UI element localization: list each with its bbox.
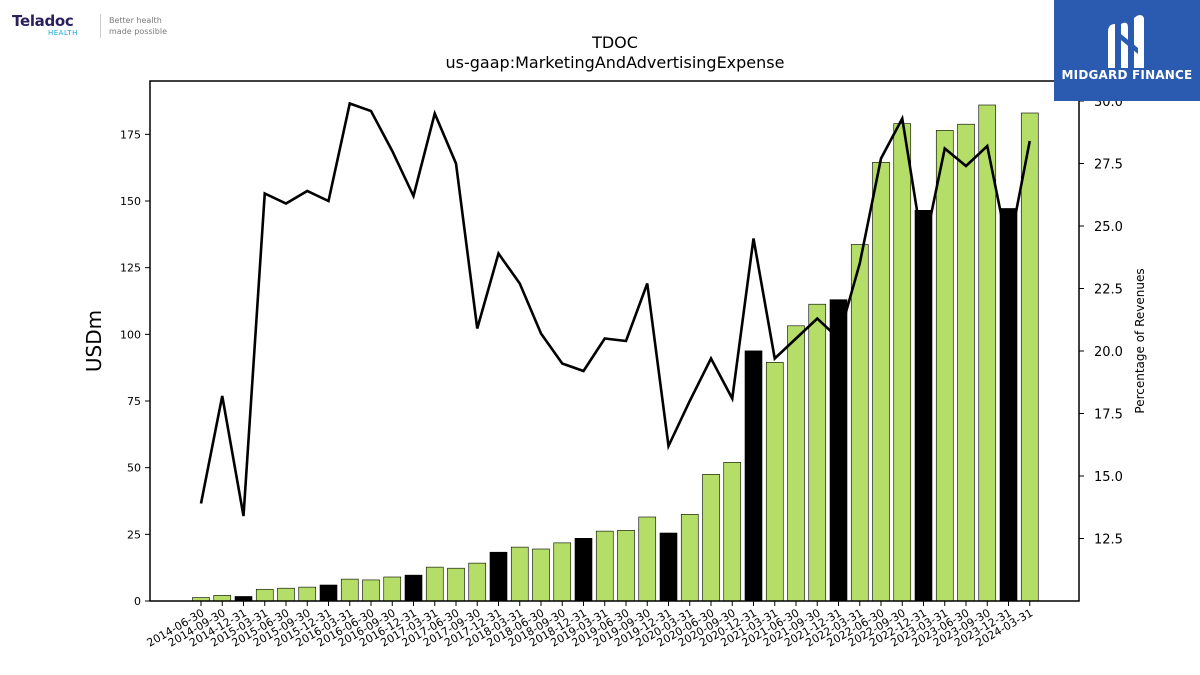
bar-2022-12-31 (914, 210, 933, 602)
bar-2018-06-30 (532, 548, 550, 602)
bar-2015-03-31 (255, 588, 274, 602)
bar-2020-03-31 (680, 514, 699, 602)
logo-divider (100, 14, 101, 38)
chart-title: TDOC (591, 33, 638, 52)
bar-2016-03-31 (340, 578, 359, 602)
bar-2022-09-30 (893, 123, 912, 602)
bar-2020-12-31 (744, 350, 763, 602)
bar-2016-09-30 (383, 576, 402, 602)
bar-2023-03-31 (935, 130, 954, 602)
bar-2022-03-31 (850, 244, 869, 602)
bar-2017-12-31 (489, 551, 508, 602)
bar-2017-03-31 (425, 566, 444, 602)
bar-2023-06-30 (957, 123, 975, 602)
bar-2014-09-30 (213, 595, 232, 602)
line-group (199, 101, 1032, 517)
y2-tick-label: 27.5 (1094, 158, 1123, 173)
y-tick-label: 150 (120, 195, 141, 208)
y2-tick-label: 25.0 (1094, 220, 1123, 235)
y-tick-label: 50 (127, 462, 141, 475)
bar-2019-12-31 (659, 532, 678, 602)
y-tick-label: 175 (120, 128, 141, 141)
y-tick-label: 0 (134, 595, 141, 608)
bar-2019-09-30 (638, 516, 657, 602)
teladoc-logo: Teladoc HEALTH Better health made possib… (12, 12, 182, 42)
y2-tick-label: 17.5 (1094, 408, 1123, 423)
bar-2018-09-30 (553, 542, 572, 602)
plot-frame (149, 80, 1080, 602)
bar-2018-03-31 (510, 546, 529, 602)
bar-2024-03-31 (1020, 112, 1039, 602)
bar-2023-12-31 (999, 208, 1018, 602)
series-line-percentage (199, 101, 1032, 517)
bar-2016-12-31 (404, 574, 423, 602)
bar-2020-09-30 (723, 462, 742, 602)
y-axis-label: USDm (82, 310, 106, 372)
y-tick-label: 75 (127, 395, 141, 408)
bar-2015-06-30 (277, 587, 295, 602)
bar-2018-12-31 (574, 538, 593, 602)
y-tick-label: 125 (120, 262, 141, 275)
y-tick-label: 100 (120, 328, 141, 341)
midgard-name: MIDGARD FINANCE (1061, 68, 1193, 82)
tagline-line-1: Better health (109, 16, 162, 25)
midgard-emblem-icon (1108, 15, 1144, 68)
bar-2021-09-30 (808, 303, 827, 602)
teladoc-name: Teladoc (12, 12, 74, 30)
bar-2019-03-31 (595, 530, 614, 602)
x-axis: 2014-06-302014-09-302014-12-312015-03-31… (145, 601, 1035, 650)
bar-2015-12-31 (319, 584, 338, 602)
y2-tick-label: 20.0 (1094, 345, 1123, 360)
y-tick-label: 25 (127, 528, 141, 541)
bar-2016-06-30 (362, 579, 380, 602)
bar-2020-06-30 (702, 474, 720, 602)
tagline-line-2: made possible (109, 27, 167, 36)
bar-2017-09-30 (468, 562, 487, 602)
teladoc-sub: HEALTH (48, 29, 78, 37)
midgard-finance-logo: MIDGARD FINANCE (1054, 0, 1200, 101)
bar-2021-06-30 (787, 325, 805, 602)
y2-axis-label: Percentage of Revenues (1133, 268, 1147, 413)
teladoc-tagline: Better health made possible (109, 15, 189, 37)
bar-2021-03-31 (765, 362, 784, 602)
bar-2017-06-30 (447, 567, 465, 602)
bar-2019-06-30 (617, 530, 635, 602)
bar-2021-12-31 (829, 299, 848, 602)
bar-group (192, 104, 1039, 602)
y2-tick-label: 22.5 (1094, 283, 1123, 298)
y2-tick-label: 12.5 (1094, 533, 1123, 548)
bar-2022-06-30 (872, 162, 890, 602)
y-axis: 0 25 50 75 100 125 150 175 (120, 128, 150, 608)
y2-tick-label: 15.0 (1094, 470, 1123, 485)
y2-axis: 12.515.017.520.022.525.027.530.0 (1079, 95, 1123, 548)
chart-subtitle: us-gaap:MarketingAndAdvertisingExpense (446, 53, 785, 72)
bar-2015-09-30 (298, 586, 317, 602)
